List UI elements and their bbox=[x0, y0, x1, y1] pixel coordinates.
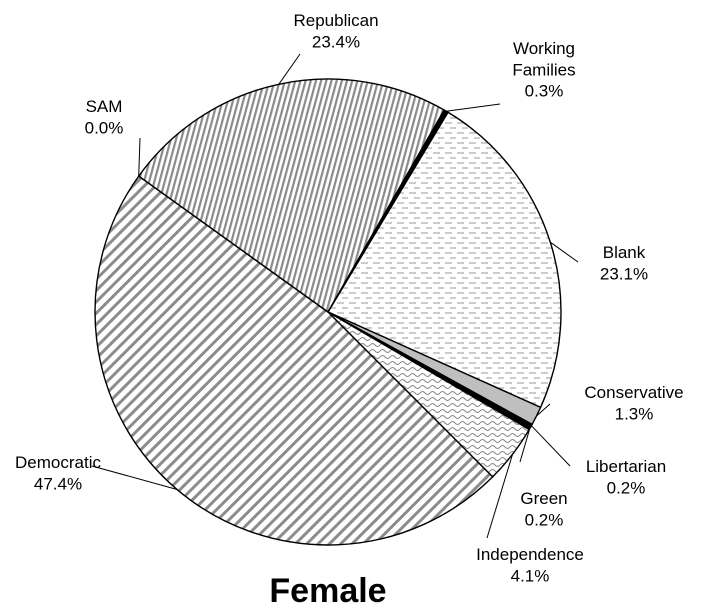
leader-line-democratic bbox=[91, 465, 178, 490]
leader-line-independence bbox=[486, 454, 513, 539]
slice-label-democratic: Democratic 47.4% bbox=[15, 453, 101, 493]
slice-label-blank: Blank 23.1% bbox=[600, 243, 648, 283]
slice-labels: Blank 23.1% Conservative 1.3% Libertarian 0.2… bbox=[15, 11, 684, 585]
pie-slices bbox=[94, 78, 562, 546]
chart-title: Female bbox=[269, 572, 386, 610]
leader-line-sam bbox=[138, 137, 141, 177]
leader-line-republican bbox=[278, 53, 301, 85]
slice-label-independence: Independence 4.1% bbox=[476, 545, 584, 585]
slice-label-libertarian: Libertarian 0.2% bbox=[586, 457, 666, 497]
slice-label-green: Green 0.2% bbox=[520, 489, 567, 529]
pie-slice-blank bbox=[326, 111, 562, 409]
pie-slice-republican bbox=[137, 78, 446, 314]
leader-line-green bbox=[519, 428, 531, 463]
pie-slice-democratic bbox=[94, 175, 494, 546]
slice-label-republican: Republican 23.4% bbox=[293, 11, 378, 51]
leader-line-blank bbox=[550, 241, 579, 263]
leader-line-conservative bbox=[536, 403, 551, 417]
slice-label-working-families: Working Families 0.3% bbox=[512, 39, 575, 101]
leader-line-working-families bbox=[446, 103, 501, 112]
leader-lines bbox=[91, 53, 579, 539]
leader-line-libertarian bbox=[531, 425, 571, 467]
slice-label-sam: SAM 0.0% bbox=[85, 97, 124, 137]
slice-label-conservative: Conservative 1.3% bbox=[584, 383, 683, 423]
